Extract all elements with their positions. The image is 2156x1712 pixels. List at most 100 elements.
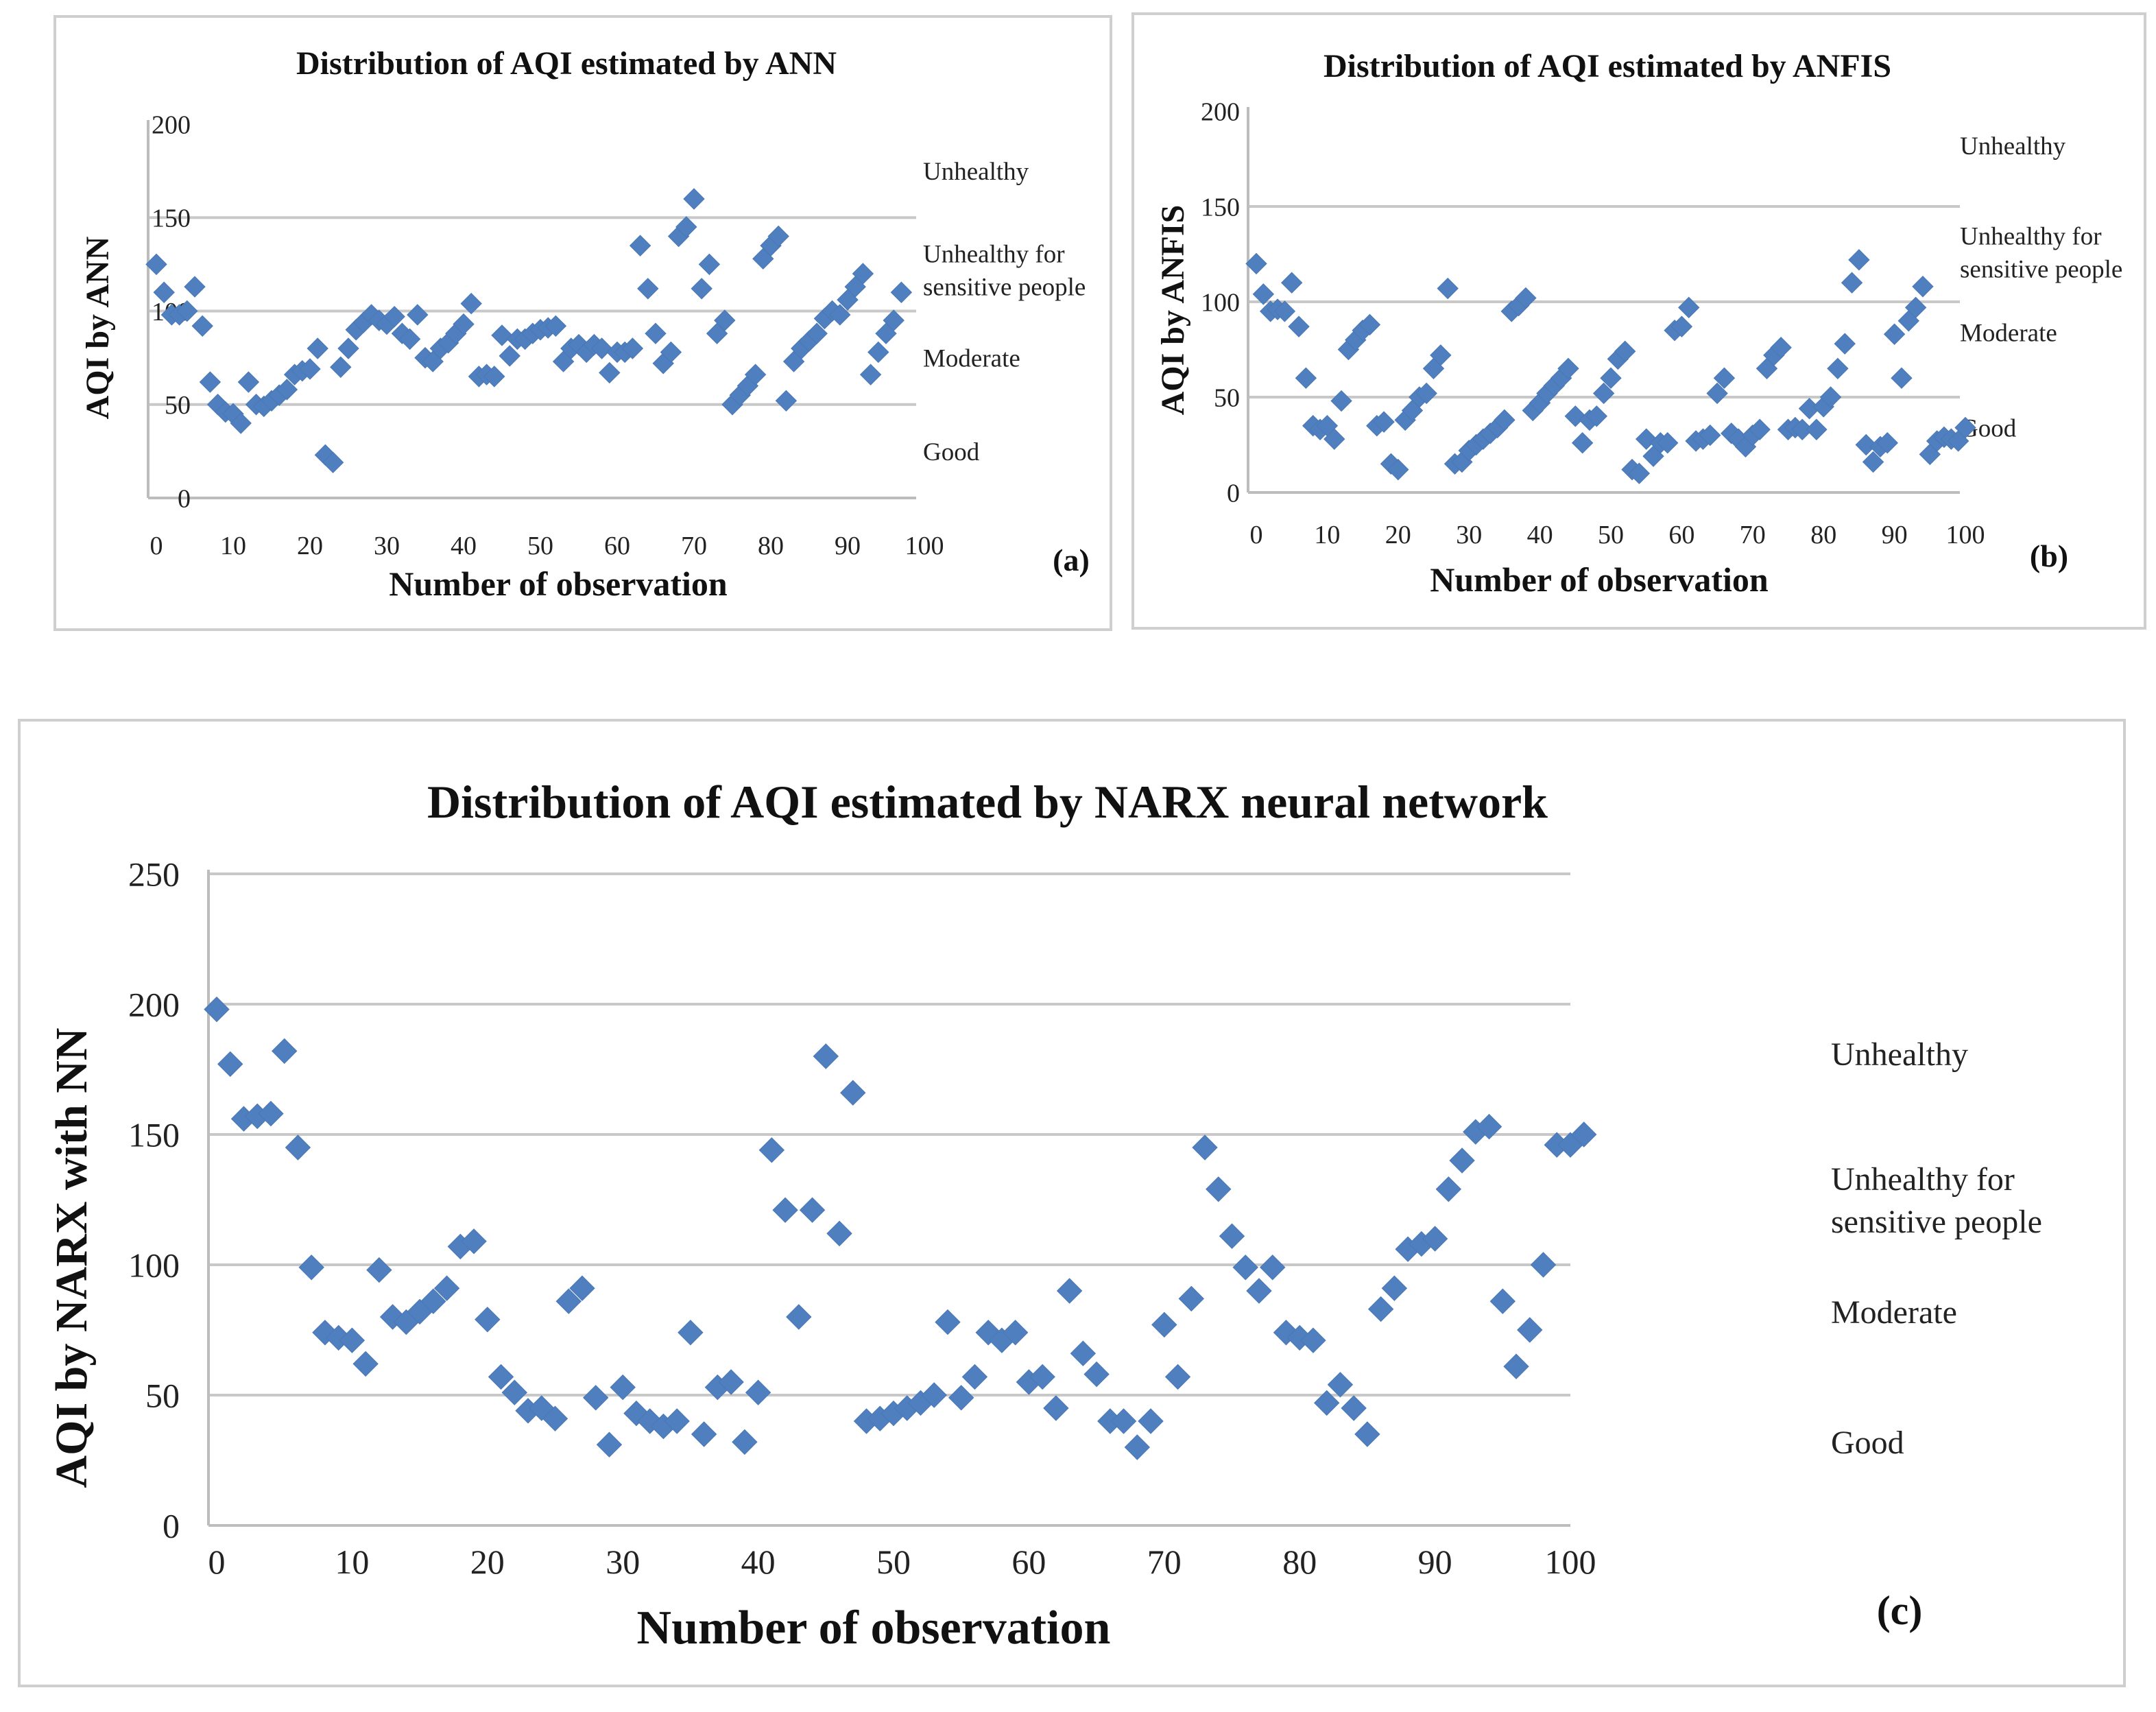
xtick-b-30: 30 [1456, 521, 1482, 549]
data-point-b-26 [1430, 344, 1452, 366]
data-point-c-56 [961, 1364, 988, 1390]
ytick-b-100: 100 [1201, 288, 1240, 317]
data-point-b-48 [1585, 405, 1608, 427]
data-point-a-23 [322, 451, 344, 473]
data-point-b-38 [1515, 287, 1537, 309]
data-point-c-12 [366, 1257, 392, 1283]
data-point-a-96 [883, 309, 905, 331]
ytick-b-150: 150 [1201, 193, 1240, 222]
data-point-a-78 [744, 364, 767, 385]
xtick-c-70: 70 [1147, 1543, 1182, 1581]
data-point-b-49 [1592, 382, 1615, 405]
data-point-c-7 [298, 1255, 324, 1281]
data-point-c-65 [1083, 1361, 1110, 1388]
data-point-b-71 [1749, 418, 1771, 440]
data-point-c-42 [772, 1197, 798, 1223]
data-point-c-10 [339, 1327, 366, 1353]
ytick-c-150: 150 [128, 1116, 180, 1154]
data-point-b-61 [1678, 296, 1700, 319]
ytick-c-200: 200 [128, 986, 180, 1024]
data-point-c-20 [475, 1307, 501, 1333]
data-point-b-35 [1494, 409, 1516, 431]
chart-c-ylabel: AQI by NARX with NN [47, 1027, 97, 1488]
data-point-a-44 [483, 366, 505, 388]
data-point-b-20 [1387, 458, 1409, 481]
chart-a-title: Distribution of AQI estimated by ANN [296, 45, 837, 82]
data-point-a-11 [230, 412, 252, 434]
category-label-c-0: Unhealthy [1831, 1036, 1968, 1073]
data-point-c-54 [935, 1309, 961, 1335]
data-point-b-54 [1628, 462, 1651, 484]
xtick-b-0: 0 [1250, 521, 1263, 549]
category-label-a-0: Unhealthy [923, 158, 1029, 186]
data-point-c-46 [826, 1220, 852, 1247]
data-point-b-86 [1855, 433, 1877, 456]
category-label-a-1: Unhealthy for sensitive people [923, 241, 1086, 302]
data-point-a-86 [806, 322, 828, 344]
data-point-b-1 [1252, 283, 1275, 305]
data-point-c-87 [1381, 1275, 1408, 1301]
data-point-a-97 [890, 281, 913, 303]
data-point-a-24 [330, 356, 352, 378]
xtick-a-0: 0 [150, 532, 163, 560]
data-point-b-58 [1657, 432, 1679, 454]
data-point-a-63 [629, 235, 651, 257]
chart-panel-c: Distribution of AQI estimated by NARX ne… [18, 719, 2126, 1687]
data-point-c-17 [433, 1275, 460, 1301]
xtick-a-100: 100 [905, 532, 944, 560]
xtick-a-20: 20 [297, 532, 323, 560]
data-point-b-74 [1770, 337, 1792, 359]
data-point-b-50 [1600, 367, 1622, 389]
data-point-c-68 [1124, 1434, 1151, 1460]
data-point-c-85 [1354, 1421, 1380, 1447]
data-point-c-96 [1503, 1353, 1529, 1379]
data-point-c-5 [271, 1038, 298, 1065]
data-point-c-16 [420, 1288, 446, 1314]
data-point-b-7 [1295, 367, 1317, 389]
data-point-c-97 [1517, 1317, 1543, 1343]
data-point-a-59 [599, 361, 621, 384]
category-label-c-2: Moderate [1831, 1294, 1957, 1331]
xtick-b-10: 10 [1314, 521, 1340, 549]
ytick-b-50: 50 [1214, 383, 1240, 412]
xtick-a-80: 80 [758, 532, 784, 560]
data-point-c-90 [1422, 1226, 1448, 1252]
data-point-a-93 [859, 364, 882, 385]
data-point-c-43 [786, 1304, 812, 1330]
xtick-a-10: 10 [220, 532, 246, 560]
data-point-a-4 [176, 300, 198, 322]
data-point-a-45 [491, 324, 513, 346]
data-point-c-38 [718, 1369, 744, 1395]
xtick-c-100: 100 [1545, 1543, 1596, 1581]
xtick-c-0: 0 [208, 1543, 226, 1581]
chart-a-xlabel: Number of observation [389, 564, 728, 603]
data-point-c-71 [1164, 1364, 1191, 1390]
xtick-b-20: 20 [1385, 521, 1411, 549]
data-point-b-87 [1862, 451, 1884, 473]
data-point-b-83 [1834, 333, 1856, 355]
data-point-c-95 [1489, 1288, 1516, 1314]
data-point-c-39 [732, 1429, 758, 1455]
chart-b-panel-label: (b) [2030, 538, 2068, 573]
data-point-a-21 [307, 337, 328, 359]
data-point-c-75 [1219, 1223, 1245, 1249]
data-point-a-65 [645, 322, 667, 344]
data-point-a-64 [637, 278, 659, 300]
chart-panel-b: Distribution of AQI estimated by ANFIS A… [1131, 12, 2146, 630]
data-point-c-27 [569, 1275, 595, 1301]
data-point-c-82 [1313, 1390, 1340, 1416]
data-point-b-65 [1706, 382, 1728, 405]
ytick-c-250: 250 [128, 855, 180, 894]
chart-a-ylabel: AQI by ANN [80, 236, 116, 419]
data-point-c-59 [1002, 1320, 1029, 1346]
data-point-c-86 [1367, 1296, 1394, 1322]
data-point-a-71 [691, 278, 712, 300]
chart-a-svg: Distribution of AQI estimated by ANN AQI… [80, 45, 1090, 603]
chart-c-panel-label: (c) [1877, 1588, 1923, 1633]
data-point-b-18 [1373, 411, 1395, 433]
ytick-b-200: 200 [1201, 97, 1240, 126]
data-point-c-76 [1232, 1255, 1258, 1281]
chart-b-xlabel: Number of observation [1430, 560, 1769, 599]
chart-c-xlabel: Number of observation [637, 1602, 1111, 1654]
chart-c-title: Distribution of AQI estimated by NARX ne… [427, 776, 1548, 828]
